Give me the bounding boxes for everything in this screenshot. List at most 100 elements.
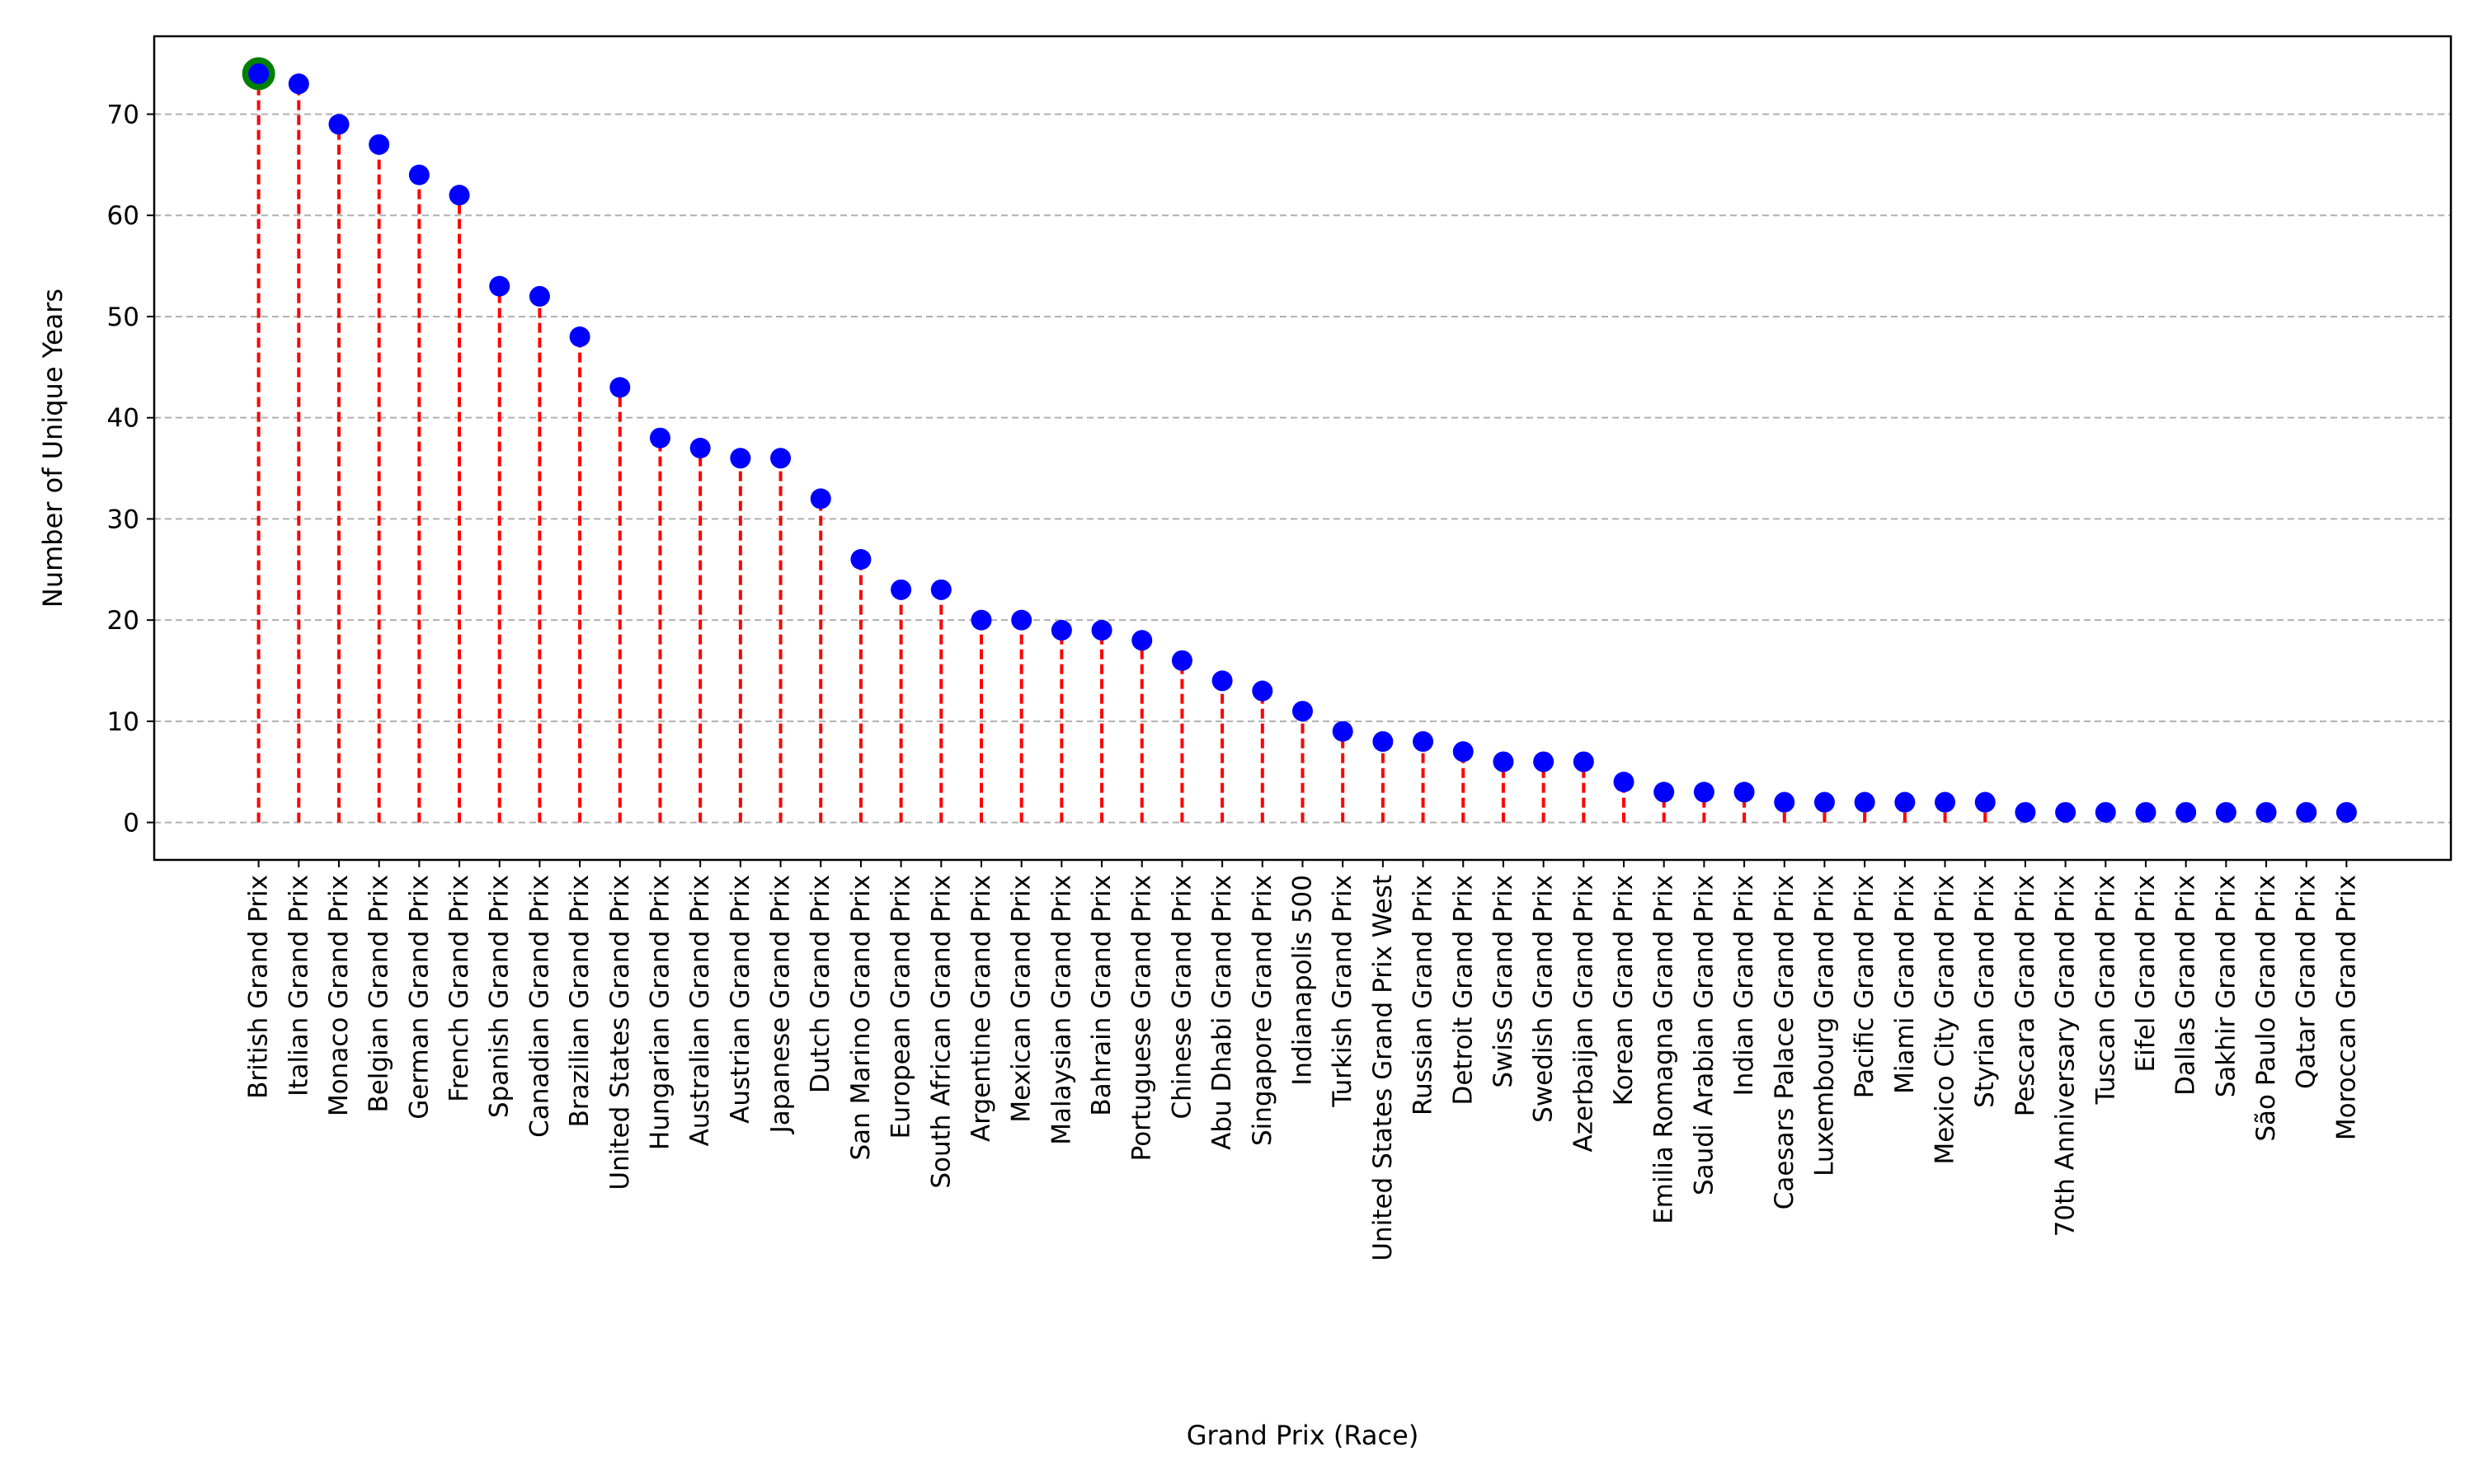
x-tick-label: Australian Grand Prix: [685, 875, 715, 1146]
data-point: [971, 609, 992, 631]
y-tick-label: 60: [107, 201, 139, 231]
data-point: [1974, 791, 1996, 813]
data-point: [288, 73, 309, 95]
data-point: [1533, 751, 1554, 773]
data-point: [1011, 609, 1032, 631]
x-tick-label: Chinese Grand Prix: [1167, 875, 1197, 1120]
x-tick-label: Mexico City Grand Prix: [1931, 875, 1960, 1165]
x-tick-label: European Grand Prix: [887, 875, 916, 1139]
data-point: [810, 488, 831, 510]
data-point: [649, 427, 670, 448]
x-tick-label: Qatar Grand Prix: [2292, 875, 2321, 1089]
data-point: [369, 134, 390, 155]
data-point: [1211, 670, 1233, 692]
data-point: [1854, 791, 1875, 813]
data-point: [891, 579, 912, 600]
marker-layer: [242, 57, 2357, 823]
x-tick-label: San Marino Grand Prix: [846, 875, 876, 1161]
y-axis-ticks: 0 10 20 30 40 50 60 70: [107, 101, 154, 838]
x-tick-label: German Grand Prix: [404, 875, 434, 1120]
data-point: [1733, 782, 1755, 803]
x-axis-ticks: British Grand Prix Italian Grand Prix Mona…: [244, 860, 2361, 1261]
data-point: [2015, 801, 2036, 823]
y-tick-label: 10: [107, 707, 139, 737]
data-point: [2255, 801, 2277, 823]
data-point: [1774, 791, 1795, 813]
x-tick-label: Brazilian Grand Prix: [565, 875, 595, 1127]
data-point: [1051, 619, 1072, 641]
data-point: [489, 275, 510, 297]
x-tick-label: Caesars Palace Grand Prix: [1770, 875, 1799, 1209]
x-tick-label: Hungarian Grand Prix: [645, 875, 675, 1150]
y-axis-title: Number of Unique Years: [37, 289, 68, 608]
x-tick-label: Belgian Grand Prix: [365, 875, 394, 1113]
y-tick-label: 20: [107, 606, 139, 636]
x-tick-label: Swiss Grand Prix: [1489, 875, 1518, 1088]
x-tick-label: British Grand Prix: [244, 875, 274, 1099]
x-tick-label: French Grand Prix: [444, 875, 474, 1102]
x-tick-label: Pescara Grand Prix: [2011, 875, 2040, 1116]
x-tick-label: 70th Anniversary Grand Prix: [2051, 875, 2081, 1237]
data-point: [2175, 801, 2197, 823]
x-tick-label: Canadian Grand Prix: [524, 875, 554, 1138]
data-point: [1332, 721, 1353, 742]
data-point: [248, 63, 270, 84]
stem-layer: [256, 73, 2349, 823]
x-tick-label: Spanish Grand Prix: [485, 875, 515, 1118]
x-tick-label: Argentine Grand Prix: [967, 875, 996, 1142]
x-tick-label: Moroccan Grand Prix: [2331, 875, 2361, 1140]
data-point: [1493, 751, 1514, 773]
x-tick-label: Portuguese Grand Prix: [1127, 875, 1157, 1161]
data-point: [2296, 801, 2317, 823]
data-point: [1091, 619, 1112, 641]
data-point: [1894, 791, 1916, 813]
x-tick-label: Bahrain Grand Prix: [1087, 875, 1117, 1116]
y-tick-label: 30: [107, 505, 139, 534]
x-tick-label: Japanese Grand Prix: [766, 875, 796, 1134]
data-point: [770, 448, 792, 469]
x-tick-label: Korean Grand Prix: [1609, 875, 1639, 1106]
x-tick-label: Indianapolis 500: [1288, 875, 1318, 1086]
x-tick-label: Turkish Grand Prix: [1328, 875, 1357, 1108]
data-point: [2095, 801, 2116, 823]
data-point: [1813, 791, 1835, 813]
y-tick-label: 50: [107, 303, 139, 332]
x-tick-label: Dallas Grand Prix: [2171, 875, 2201, 1096]
data-point: [930, 579, 952, 600]
x-tick-label: Singapore Grand Prix: [1248, 875, 1277, 1146]
data-point: [730, 448, 751, 469]
y-tick-label: 70: [107, 101, 139, 130]
data-point: [449, 185, 470, 206]
data-point: [1613, 772, 1634, 792]
data-point: [1573, 751, 1594, 773]
data-point: [1693, 782, 1714, 803]
x-tick-label: Russian Grand Prix: [1409, 875, 1438, 1115]
x-tick-label: São Paulo Grand Prix: [2251, 875, 2281, 1142]
x-tick-label: Pacific Grand Prix: [1850, 875, 1879, 1098]
x-tick-label: Styrian Grand Prix: [1970, 875, 2000, 1108]
data-point: [850, 549, 872, 570]
data-point: [1252, 680, 1273, 702]
x-tick-label: South African Grand Prix: [926, 875, 956, 1189]
data-point: [1171, 650, 1192, 671]
x-tick-label: Italian Grand Prix: [284, 875, 313, 1097]
x-tick-label: Luxembourg Grand Prix: [1809, 875, 1839, 1176]
data-point: [1372, 730, 1394, 752]
x-tick-label: Emilia Romagna Grand Prix: [1649, 875, 1679, 1224]
x-tick-label: Indian Grand Prix: [1729, 875, 1759, 1096]
x-tick-label: Swedish Grand Prix: [1529, 875, 1559, 1123]
data-point: [2335, 801, 2357, 823]
x-tick-label: Tuscan Grand Prix: [2091, 875, 2120, 1105]
x-tick-label: Monaco Grand Prix: [324, 875, 354, 1116]
x-tick-label: Mexican Grand Prix: [1007, 875, 1037, 1123]
y-tick-label: 40: [107, 404, 139, 434]
x-tick-label: Abu Dhabi Grand Prix: [1207, 875, 1237, 1150]
x-tick-label: Sakhir Grand Prix: [2211, 875, 2241, 1097]
data-point: [1292, 701, 1313, 722]
x-tick-label: Eifel Grand Prix: [2131, 875, 2161, 1072]
y-tick-label: 0: [123, 809, 139, 838]
data-point: [1452, 741, 1474, 763]
data-point: [2135, 801, 2157, 823]
